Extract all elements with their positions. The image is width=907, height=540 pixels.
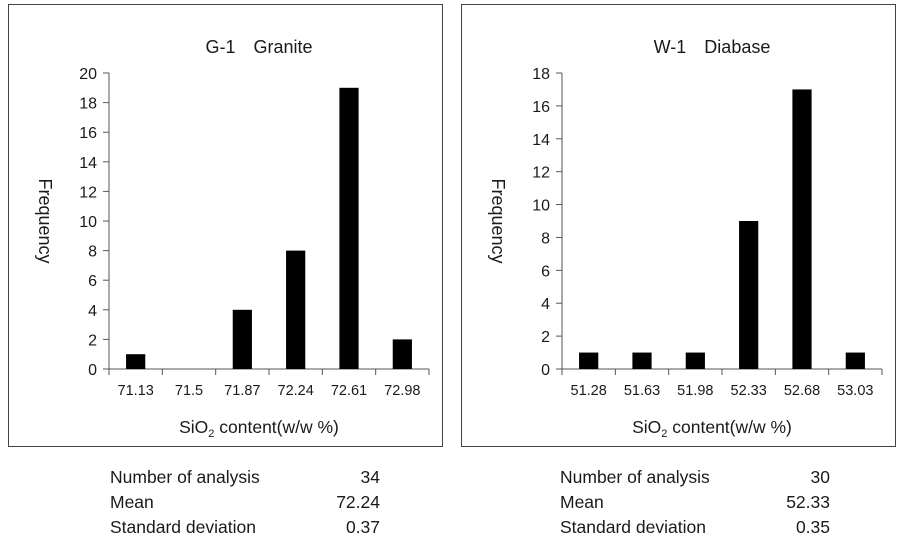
stat-label: Standard deviation	[110, 517, 256, 537]
chart-title: G-1 Granite	[205, 37, 312, 57]
stat-value: 0.37	[345, 517, 380, 537]
y-tick-label: 2	[541, 329, 550, 346]
stat-row-count: Number of analysis 30	[560, 465, 830, 490]
stat-value: 30	[810, 467, 830, 487]
chart-svg-w1: W-1 Diabase Frequency 0 2 4 6 8 10 12 14 16 18 51.28…	[488, 37, 883, 440]
stat-value: 52.33	[786, 492, 830, 512]
x-tick-label: 53.03	[837, 383, 873, 399]
stats-table-g1: Number of analysis 34 Mean 72.24 Standar…	[110, 465, 380, 540]
y-tick-label: 8	[541, 230, 550, 247]
chart-svg-g1: G-1 Granite Frequency 0 2 4 6 8 10 12 14 16 18 20 71.…	[35, 37, 430, 440]
x-tick-label: 72.61	[331, 383, 367, 399]
bar-53.03	[845, 352, 865, 369]
x-tick-label: 52.33	[731, 383, 767, 399]
y-tick-label: 10	[79, 214, 97, 231]
y-axis-label: Frequency	[488, 178, 508, 263]
y-tick-label: 20	[79, 66, 97, 83]
y-tick-label: 14	[79, 155, 97, 172]
stat-row-count: Number of analysis 34	[110, 465, 380, 490]
stat-label: Standard deviation	[560, 517, 706, 537]
y-tick-label: 10	[532, 198, 550, 215]
y-tick-label: 12	[79, 184, 97, 201]
x-tick-label: 51.63	[624, 383, 660, 399]
bar-72.24	[286, 250, 306, 369]
stat-row-mean: Mean 52.33	[560, 490, 830, 515]
stat-row-std: Standard deviation 0.37	[110, 515, 380, 540]
bar-71.87	[232, 309, 252, 369]
y-tick-label: 4	[88, 303, 97, 320]
chart-panel-g1: G-1 Granite Frequency 0 2 4 6 8 10 12 14 16 18 20 71.…	[8, 4, 443, 447]
chart-panel-w1: W-1 Diabase Frequency 0 2 4 6 8 10 12 14 16 18 51.28…	[461, 4, 896, 447]
bar-71.13	[126, 354, 146, 369]
y-tick-label: 18	[79, 96, 97, 113]
y-tick-label: 14	[532, 132, 550, 149]
x-tick-label: 71.87	[224, 383, 260, 399]
y-tick-label: 16	[79, 125, 97, 142]
stat-value: 34	[360, 467, 380, 487]
chart-title: W-1 Diabase	[654, 37, 771, 57]
x-tick-label: 71.13	[118, 383, 154, 399]
bar-51.63	[632, 352, 652, 369]
stat-value: 0.35	[795, 517, 830, 537]
bar-51.98	[685, 352, 705, 369]
x-tick-label: 51.98	[677, 383, 713, 399]
y-tick-label: 0	[541, 362, 550, 379]
stat-label: Number of analysis	[110, 467, 260, 487]
bar-72.98	[392, 339, 412, 369]
bar-52.68	[792, 89, 812, 369]
y-tick-label: 18	[532, 66, 550, 83]
y-tick-label: 0	[88, 362, 97, 379]
stat-label: Mean	[560, 492, 604, 512]
y-axis-label: Frequency	[35, 178, 55, 263]
y-tick-label: 16	[532, 99, 550, 116]
bar-51.28	[579, 352, 599, 369]
y-tick-label: 8	[88, 244, 97, 261]
x-axis-label: SiO2 content(w/w %)	[179, 417, 339, 440]
stat-row-mean: Mean 72.24	[110, 490, 380, 515]
stats-table-w1: Number of analysis 30 Mean 52.33 Standar…	[560, 465, 830, 540]
x-axis-label: SiO2 content(w/w %)	[632, 417, 792, 440]
y-tick-label: 12	[532, 165, 550, 182]
y-tick-label: 6	[541, 263, 550, 280]
y-tick-label: 4	[541, 296, 550, 313]
stat-value: 72.24	[336, 492, 380, 512]
x-tick-label: 72.98	[384, 383, 420, 399]
x-tick-label: 51.28	[571, 383, 607, 399]
x-tick-label: 52.68	[784, 383, 820, 399]
stat-row-std: Standard deviation 0.35	[560, 515, 830, 540]
y-tick-label: 2	[88, 332, 97, 349]
x-tick-label: 72.24	[278, 383, 314, 399]
bar-52.33	[739, 221, 759, 369]
y-tick-label: 6	[88, 273, 97, 290]
x-tick-label: 71.5	[175, 383, 203, 399]
bar-72.61	[339, 87, 359, 370]
stat-label: Mean	[110, 492, 154, 512]
stat-label: Number of analysis	[560, 467, 710, 487]
